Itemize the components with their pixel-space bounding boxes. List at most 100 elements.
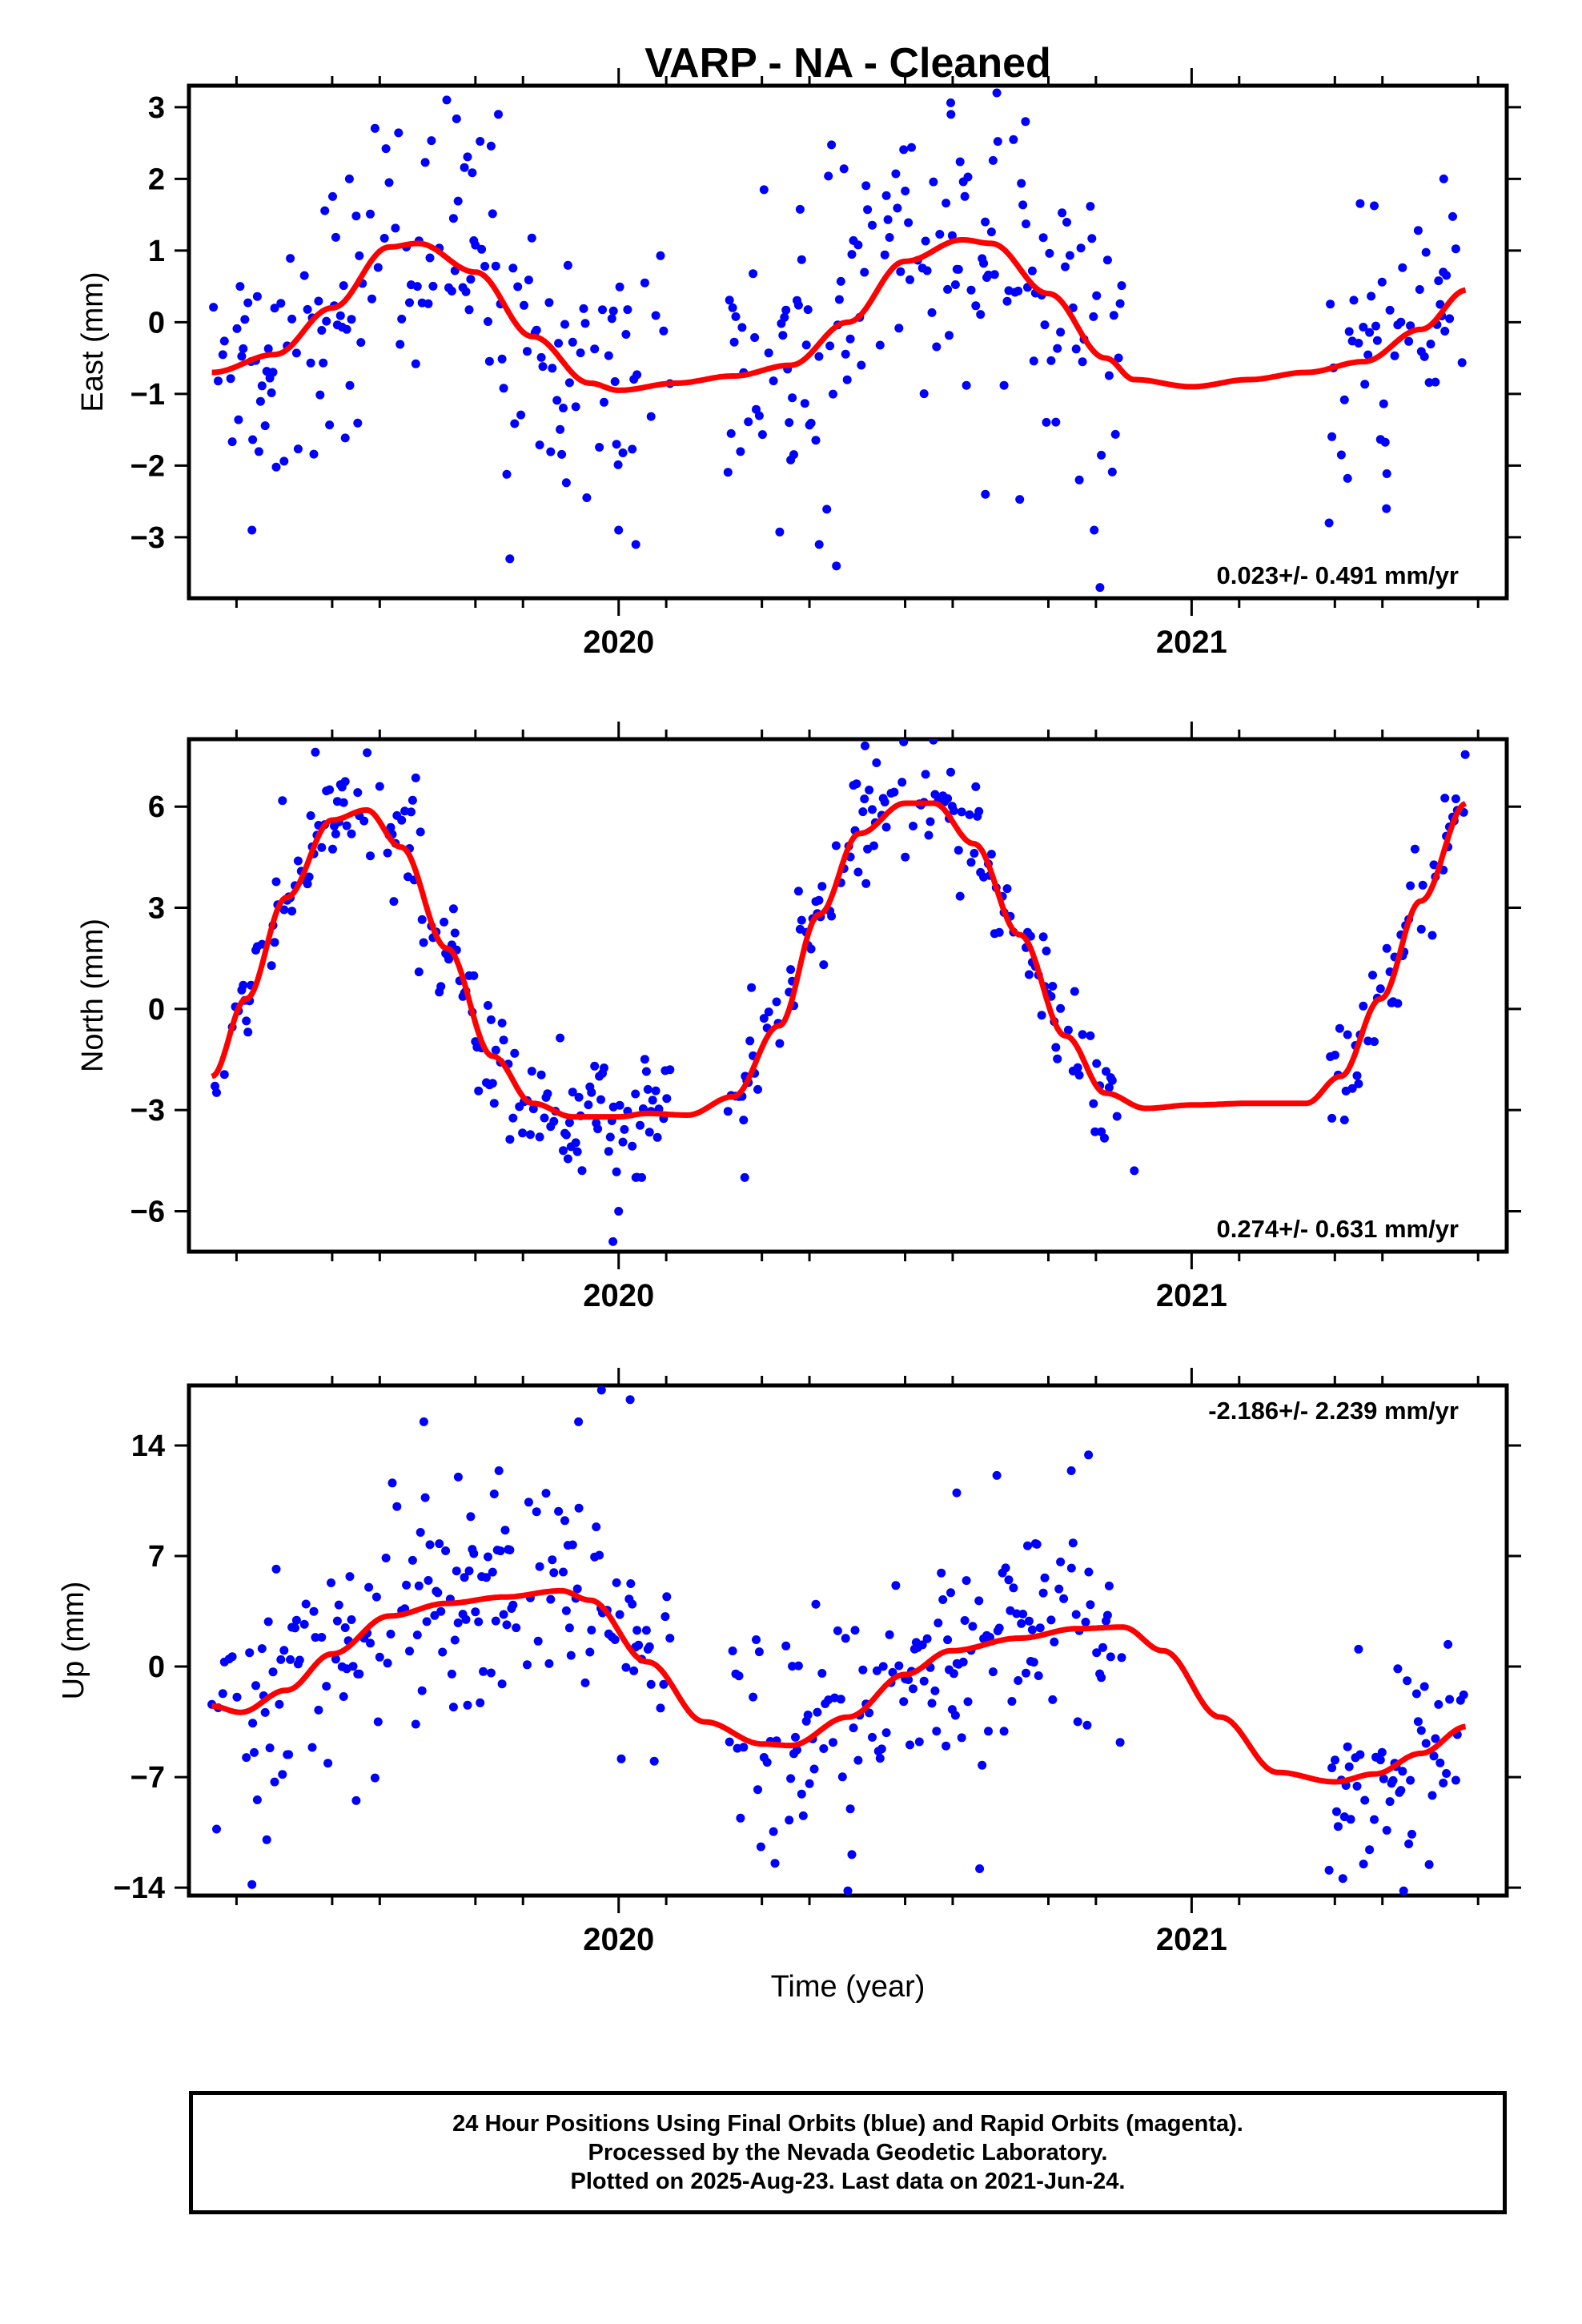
data-point: [560, 1516, 569, 1526]
data-point: [564, 1623, 574, 1633]
data-point: [978, 1760, 987, 1770]
data-point: [293, 444, 303, 454]
data-point: [435, 1539, 444, 1549]
data-point: [568, 1540, 577, 1550]
data-point: [1380, 437, 1390, 447]
data-point: [499, 384, 508, 393]
data-point: [1354, 1079, 1363, 1088]
data-point: [510, 419, 520, 428]
data-point: [1059, 1594, 1069, 1603]
data-point: [875, 340, 885, 350]
data-point: [271, 877, 281, 887]
data-point: [1002, 296, 1012, 306]
data-point: [447, 1669, 456, 1679]
data-point: [491, 261, 500, 271]
y-axis-label: Up (mm): [57, 1582, 90, 1700]
data-point: [366, 209, 375, 219]
data-point: [348, 1662, 358, 1671]
data-point: [218, 350, 227, 360]
data-point: [387, 1478, 397, 1488]
data-point: [970, 849, 979, 858]
data-point: [825, 341, 835, 351]
data-point: [841, 1634, 850, 1643]
data-point: [548, 364, 557, 373]
data-point: [1335, 1023, 1344, 1033]
data-point: [1448, 211, 1457, 221]
data-point: [971, 782, 981, 791]
footer-line-2: Processed by the Nevada Geodetic Laborat…: [588, 2140, 1108, 2165]
data-point: [1326, 300, 1335, 309]
data-point: [986, 227, 996, 237]
data-point: [927, 1699, 937, 1708]
data-point: [585, 1647, 595, 1657]
data-point: [1344, 327, 1354, 336]
data-point: [1346, 1815, 1355, 1824]
data-point: [247, 525, 257, 535]
data-point: [1046, 1615, 1056, 1625]
data-point: [212, 1824, 221, 1834]
data-point: [901, 187, 910, 195]
data-point: [921, 770, 930, 779]
data-point: [878, 1662, 888, 1671]
data-point: [847, 1850, 857, 1860]
data-point: [460, 1573, 469, 1582]
data-point: [317, 1633, 327, 1642]
data-point: [359, 816, 369, 826]
data-point: [484, 1001, 492, 1010]
data-point: [992, 21, 1001, 30]
data-point: [869, 841, 878, 850]
data-point: [806, 944, 816, 954]
data-point: [582, 493, 592, 502]
data-point: [1032, 1539, 1042, 1549]
data-point: [1056, 1003, 1066, 1013]
data-point: [612, 440, 621, 449]
data-point: [1071, 344, 1081, 354]
data-point: [651, 311, 661, 320]
rate-label: 0.023+/- 0.491 mm/yr: [1217, 561, 1459, 589]
data-point: [962, 380, 971, 390]
data-point: [905, 1740, 914, 1750]
data-point: [880, 250, 889, 259]
data-point: [596, 1385, 606, 1395]
data-point: [817, 882, 827, 891]
data-point: [993, 137, 1002, 147]
data-point: [858, 1665, 868, 1675]
data-point: [1070, 987, 1079, 996]
data-point: [641, 1067, 651, 1076]
data-point: [527, 1067, 536, 1076]
data-point: [1082, 1720, 1092, 1730]
data-point: [1053, 344, 1062, 353]
data-point: [486, 1668, 496, 1678]
data-point: [500, 1526, 510, 1535]
figure-title: VARP - NA - Cleaned: [644, 40, 1051, 86]
data-point: [749, 269, 758, 279]
data-point: [568, 337, 577, 347]
data-point: [827, 911, 837, 921]
data-point: [725, 1737, 734, 1747]
data-point: [1338, 1874, 1347, 1884]
data-point: [559, 1567, 568, 1577]
data-point: [623, 305, 632, 315]
data-point: [891, 169, 901, 179]
data-point: [629, 1666, 639, 1675]
data-point: [505, 1135, 515, 1144]
data-point: [833, 1626, 842, 1635]
data-point: [214, 376, 223, 386]
data-point: [829, 1738, 837, 1747]
data-point: [852, 779, 861, 789]
data-point: [417, 1686, 427, 1695]
data-point: [1038, 233, 1048, 243]
data-point: [278, 1770, 287, 1779]
data-point: [340, 433, 350, 443]
data-point: [600, 1063, 608, 1072]
data-point: [464, 305, 474, 315]
data-point: [255, 396, 265, 406]
data-point: [896, 267, 905, 276]
data-point: [250, 1747, 259, 1757]
data-point: [287, 314, 297, 324]
data-point: [268, 1667, 278, 1677]
data-point: [1086, 202, 1095, 211]
data-point: [754, 1647, 764, 1657]
data-point: [1034, 1671, 1043, 1680]
